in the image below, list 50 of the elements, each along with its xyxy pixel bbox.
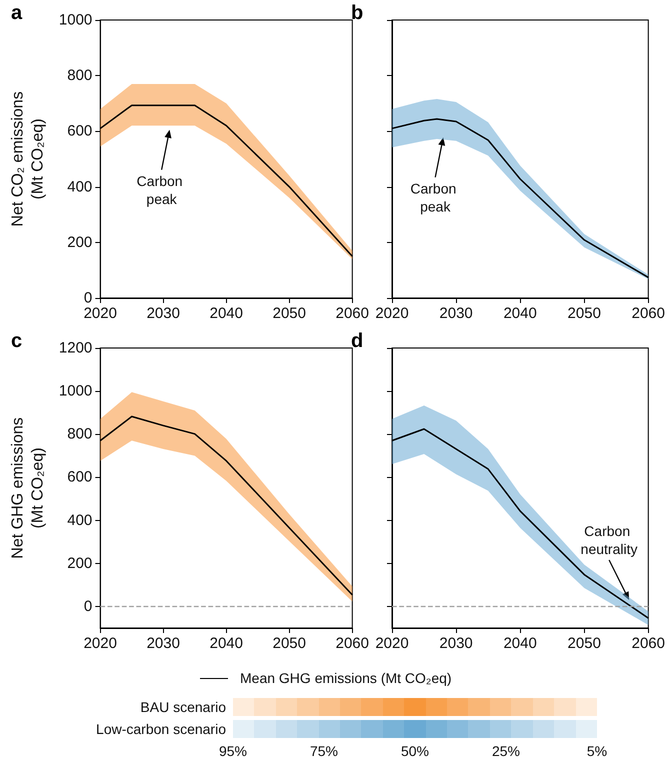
x-tick-label: 2020: [84, 635, 117, 652]
text: 50%: [400, 743, 430, 759]
x-tick-label: 2050: [272, 635, 306, 652]
chart-title: a: [11, 2, 23, 24]
x-tick-label: 2040: [503, 305, 537, 322]
y-tick-label: 0: [84, 290, 92, 306]
x-tick-label: 2040: [210, 305, 243, 322]
x-tick-label: 2040: [210, 635, 243, 652]
y-tick-label: 0: [84, 598, 92, 615]
x-tick-label: 2040: [503, 635, 537, 652]
annotation: Carbon neutrality: [580, 523, 638, 557]
x-tick-label: 2030: [146, 305, 180, 322]
chart-title: d: [351, 330, 364, 352]
y-tick-label: 200: [67, 554, 92, 572]
annotation: Carbon peak: [136, 172, 186, 207]
text: Mean GHG emissions (Mt CO₂eq): [240, 670, 452, 686]
y-tick-label: 1000: [58, 12, 92, 28]
text: 75%: [308, 743, 340, 759]
y-tick-label: 200: [67, 234, 92, 251]
chart-title: c: [11, 330, 22, 352]
x-tick-label: 2020: [375, 305, 409, 322]
x-tick-label: 2030: [439, 305, 473, 322]
x-tick-label: 2030: [146, 635, 180, 652]
y-axis-title: Net GHG emissions (Mt CO₂eq): [10, 417, 46, 559]
text: 25%: [490, 743, 522, 759]
text: Low-carbon scenario: [96, 720, 226, 738]
chart-title: b: [351, 2, 364, 24]
x-tick-label: 2020: [84, 305, 117, 322]
x-tick-label: 2060: [632, 305, 666, 322]
y-tick-label: 600: [67, 122, 92, 140]
y-tick-label: 1000: [58, 382, 92, 400]
x-tick-label: 2030: [439, 635, 473, 652]
text: 95%: [218, 743, 248, 759]
x-tick-label: 2060: [632, 635, 666, 652]
x-tick-label: 2050: [568, 635, 601, 652]
text: BAU scenario: [140, 698, 226, 716]
y-tick-label: 400: [67, 512, 92, 529]
x-tick-label: 2020: [375, 635, 409, 652]
y-tick-label: 800: [67, 67, 92, 84]
y-axis-title: Net CO₂ emissions (Mt CO₂eq): [10, 91, 46, 227]
annotation: Carbon peak: [410, 180, 460, 214]
x-tick-label: 2050: [272, 305, 306, 322]
x-tick-label: 2050: [568, 305, 601, 322]
y-tick-label: 800: [67, 426, 92, 443]
x-tick-label: 2060: [336, 305, 370, 322]
y-tick-label: 1200: [58, 340, 92, 356]
x-tick-label: 2060: [336, 635, 370, 652]
text: 5%: [586, 743, 608, 759]
y-tick-label: 400: [67, 178, 92, 196]
y-tick-label: 600: [67, 468, 92, 486]
